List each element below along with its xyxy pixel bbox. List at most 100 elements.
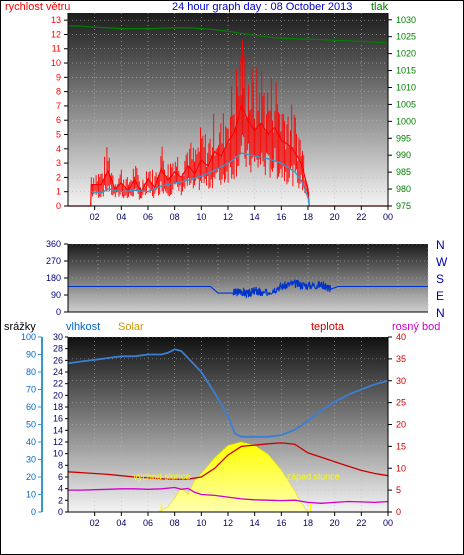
- pressure-tick-label: 1030: [396, 15, 416, 25]
- humidity-tick-label: 6: [58, 472, 63, 482]
- wind-speed-line: [68, 104, 388, 207]
- compass-label: N: [436, 306, 445, 320]
- pressure-tick-label: 1000: [396, 116, 416, 126]
- humidity-tick-label: 26: [53, 355, 63, 365]
- wind-x-tick-label: 20: [330, 212, 340, 222]
- wind-direction-line: [68, 279, 428, 299]
- rain-tick-label: 70: [26, 385, 36, 395]
- wind-tick-label: 1: [56, 187, 61, 197]
- rain-tick-label: 40: [26, 437, 36, 447]
- wind-x-tick-label: 06: [143, 212, 153, 222]
- direction-tick-label: 0: [56, 307, 61, 317]
- weather-x-tick-label: 12: [223, 518, 233, 528]
- weather-x-tick-label: 20: [330, 518, 340, 528]
- pressure-tick-label: 995: [396, 133, 411, 143]
- weather-x-tick-label: 14: [250, 518, 260, 528]
- wind-tick-label: 8: [56, 87, 61, 97]
- humidity-tick-label: 24: [53, 367, 63, 377]
- weather-x-tick-label: 00: [383, 518, 393, 528]
- humidity-axis-title: vlhkost: [66, 321, 100, 333]
- humidity-tick-label: 14: [53, 425, 63, 435]
- compass-label: W: [436, 255, 448, 269]
- humidity-tick-label: 16: [53, 414, 63, 424]
- solar-area: [157, 441, 309, 513]
- pressure-tick-label: 990: [396, 150, 411, 160]
- temperature-tick-label: 20: [396, 420, 406, 430]
- temperature-tick-label: 0: [396, 507, 401, 517]
- compass-label: S: [436, 272, 444, 286]
- rain-tick-label: 50: [26, 420, 36, 430]
- humidity-tick-label: 28: [53, 344, 63, 354]
- solar-axis-title: Solar: [118, 321, 144, 333]
- wind-x-tick-label: 00: [383, 212, 393, 222]
- wind-x-tick-label: 12: [223, 212, 233, 222]
- wind-tick-label: 0: [56, 201, 61, 211]
- chart-title: 24 hour graph day : 08 October 2013: [172, 1, 352, 13]
- temperature-tick-label: 40: [396, 332, 406, 342]
- rain-tick-label: 90: [26, 350, 36, 360]
- temperature-tick-label: 25: [396, 398, 406, 408]
- wind-tick-label: 11: [52, 44, 61, 54]
- wind-average-line: [91, 152, 310, 207]
- temperature-axis-title: teplota: [311, 321, 345, 333]
- wind-x-tick-label: 10: [196, 212, 206, 222]
- rain-tick-label: 100: [21, 332, 36, 342]
- temperature-tick-label: 35: [396, 354, 406, 364]
- rain-tick-label: 20: [26, 472, 36, 482]
- weather-x-tick-label: 08: [170, 518, 180, 528]
- humidity-tick-label: 18: [53, 402, 63, 412]
- pressure-tick-label: 1020: [396, 49, 416, 59]
- rain-tick-label: 80: [26, 367, 36, 377]
- wind-tick-label: 5: [56, 130, 61, 140]
- pressure-tick-label: 1015: [396, 66, 416, 76]
- humidity-tick-label: 0: [58, 507, 63, 517]
- pressure-tick-label: 1025: [396, 32, 416, 42]
- humidity-tick-label: 12: [53, 437, 63, 447]
- sunrise-label: východ slunce: [133, 472, 190, 482]
- temperature-tick-label: 30: [396, 376, 406, 386]
- dewpoint-axis-title: rosný bod: [392, 321, 440, 333]
- rain-axis-title: srážky: [4, 321, 36, 333]
- rain-tick-label: 60: [26, 402, 36, 412]
- pressure-tick-label: 980: [396, 184, 411, 194]
- weather-x-tick-label: 04: [116, 518, 126, 528]
- humidity-tick-label: 22: [53, 379, 63, 389]
- weather-x-tick-label: 22: [356, 518, 366, 528]
- weather-x-tick-label: 10: [196, 518, 206, 528]
- temperature-tick-label: 15: [396, 441, 406, 451]
- wind-tick-label: 3: [56, 158, 61, 168]
- wind-tick-label: 7: [56, 101, 61, 111]
- weather-x-tick-label: 06: [143, 518, 153, 528]
- dewpoint-line: [68, 486, 389, 504]
- weather-x-tick-label: 18: [303, 518, 313, 528]
- wind-tick-label: 4: [56, 144, 61, 154]
- temperature-line: [67, 442, 389, 480]
- humidity-tick-label: 30: [53, 332, 63, 342]
- compass-label: N: [436, 238, 445, 252]
- humidity-tick-label: 10: [53, 449, 63, 459]
- wind-x-tick-label: 16: [276, 212, 286, 222]
- rain-tick-label: 30: [26, 455, 36, 465]
- humidity-tick-label: 20: [53, 390, 63, 400]
- direction-tick-label: 180: [46, 273, 61, 283]
- humidity-line: [67, 348, 389, 438]
- wind-tick-label: 6: [56, 115, 61, 125]
- direction-tick-label: 90: [51, 290, 61, 300]
- rain-tick-label: 0: [31, 507, 36, 517]
- wind-tick-label: 9: [56, 72, 61, 82]
- wind-x-tick-label: 18: [303, 212, 313, 222]
- weather-x-tick-label: 02: [90, 518, 100, 528]
- wind-x-tick-label: 02: [90, 212, 100, 222]
- pressure-line: [67, 25, 389, 44]
- pressure-axis-title: tlak: [371, 1, 389, 13]
- wind-tick-label: 2: [56, 172, 61, 182]
- humidity-tick-label: 4: [58, 484, 63, 494]
- wind-x-tick-label: 08: [170, 212, 180, 222]
- wind-x-tick-label: 22: [356, 212, 366, 222]
- wind-tick-label: 10: [51, 58, 61, 68]
- direction-tick-label: 270: [46, 256, 61, 266]
- humidity-tick-label: 8: [58, 460, 63, 470]
- humidity-tick-label: 2: [58, 495, 63, 505]
- pressure-tick-label: 1005: [396, 99, 416, 109]
